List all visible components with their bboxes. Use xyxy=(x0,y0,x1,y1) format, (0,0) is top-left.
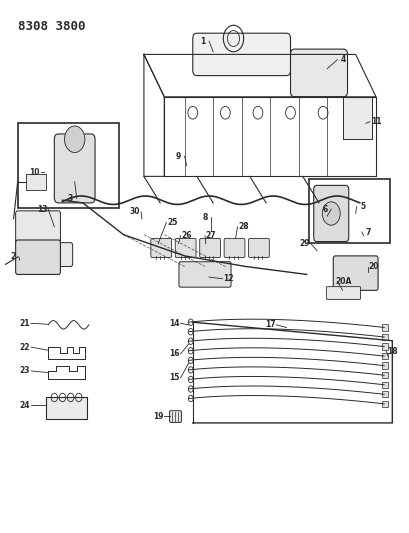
Text: 29: 29 xyxy=(299,239,309,248)
Text: 24: 24 xyxy=(20,401,30,410)
Text: 30: 30 xyxy=(129,207,140,216)
FancyBboxPatch shape xyxy=(169,411,181,422)
Bar xyxy=(26,174,46,190)
FancyBboxPatch shape xyxy=(199,238,220,257)
Bar xyxy=(308,179,389,243)
Text: 16: 16 xyxy=(169,350,179,359)
Text: 27: 27 xyxy=(205,231,216,240)
Bar xyxy=(381,401,387,407)
Bar xyxy=(18,123,119,208)
Bar xyxy=(343,97,371,139)
Bar xyxy=(381,382,387,388)
Bar xyxy=(381,334,387,340)
Text: 9: 9 xyxy=(175,152,181,161)
Text: 22: 22 xyxy=(20,343,30,352)
FancyBboxPatch shape xyxy=(192,33,290,76)
FancyBboxPatch shape xyxy=(175,238,196,257)
FancyBboxPatch shape xyxy=(224,238,244,257)
Text: 19: 19 xyxy=(153,411,163,421)
Bar xyxy=(381,343,387,350)
FancyBboxPatch shape xyxy=(326,287,360,300)
FancyBboxPatch shape xyxy=(290,49,347,97)
FancyBboxPatch shape xyxy=(333,256,377,290)
FancyBboxPatch shape xyxy=(36,243,72,266)
Text: 28: 28 xyxy=(238,222,248,231)
Text: 18: 18 xyxy=(386,347,397,356)
Text: 17: 17 xyxy=(264,320,275,329)
Circle shape xyxy=(64,126,85,152)
Text: 10: 10 xyxy=(29,167,40,176)
Text: 15: 15 xyxy=(169,373,179,382)
Text: 26: 26 xyxy=(181,231,191,240)
Text: 23: 23 xyxy=(20,367,30,375)
Text: 12: 12 xyxy=(223,274,233,283)
Bar xyxy=(46,398,87,419)
Text: 6: 6 xyxy=(322,205,327,214)
Circle shape xyxy=(321,202,339,225)
Text: 20A: 20A xyxy=(335,277,351,286)
Text: 5: 5 xyxy=(359,202,364,211)
Text: 8: 8 xyxy=(202,213,207,222)
FancyBboxPatch shape xyxy=(313,185,348,241)
Text: 25: 25 xyxy=(167,218,177,227)
Text: 14: 14 xyxy=(169,319,179,328)
Text: 20: 20 xyxy=(368,262,378,271)
Bar xyxy=(381,391,387,398)
Bar xyxy=(381,362,387,369)
Text: 2: 2 xyxy=(10,253,16,262)
Text: 7: 7 xyxy=(364,228,370,237)
FancyBboxPatch shape xyxy=(248,238,269,257)
FancyBboxPatch shape xyxy=(54,134,95,203)
Text: 3: 3 xyxy=(68,194,73,203)
Bar xyxy=(381,372,387,378)
Text: 11: 11 xyxy=(370,117,380,126)
FancyBboxPatch shape xyxy=(16,211,60,245)
Bar xyxy=(381,353,387,359)
FancyBboxPatch shape xyxy=(151,238,171,257)
Text: 21: 21 xyxy=(20,319,30,328)
Text: 8308 3800: 8308 3800 xyxy=(18,20,85,33)
Text: 1: 1 xyxy=(200,37,205,46)
FancyBboxPatch shape xyxy=(16,240,60,274)
Text: 4: 4 xyxy=(340,55,345,64)
Text: 13: 13 xyxy=(37,205,47,214)
FancyBboxPatch shape xyxy=(178,262,231,287)
Bar xyxy=(381,324,387,330)
